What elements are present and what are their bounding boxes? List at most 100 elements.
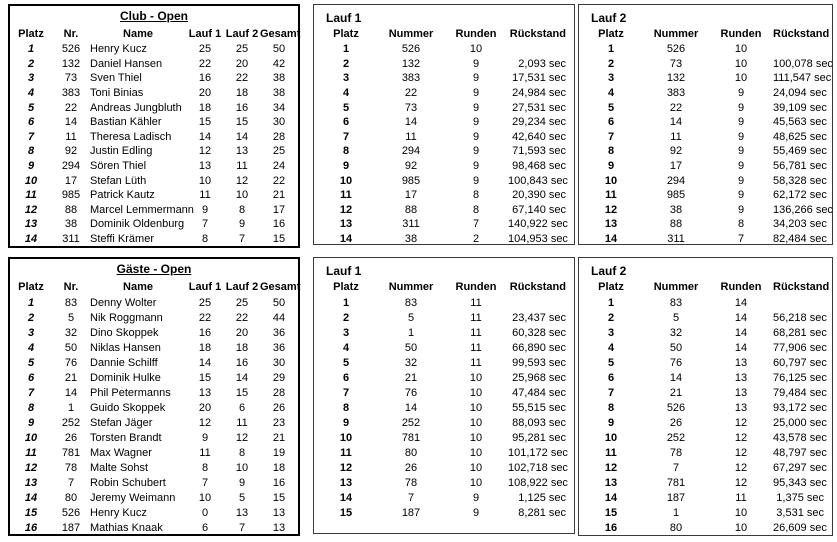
cell: 10 — [604, 174, 618, 187]
cell: 3 — [342, 326, 350, 339]
cell: 0 — [201, 506, 209, 519]
gaeste-lauf2-table: Lauf 2 Platz Nummer Runden Rückstand 1 83… — [578, 257, 833, 536]
cell: 8 — [238, 203, 246, 216]
cell: 13 — [339, 218, 353, 231]
cell: 16 — [24, 521, 38, 534]
table-row: 10 26 Torsten Brandt 9 12 21 — [10, 430, 298, 445]
cell: 15 — [339, 506, 353, 519]
column-header-rueckstand: Rückstand — [509, 28, 566, 40]
cell: 4 — [342, 341, 350, 354]
cell: 77,906 sec — [773, 341, 827, 354]
table-row: 8 294 9 71,593 sec — [314, 144, 574, 159]
cell: 10 — [734, 521, 748, 534]
cell: 15 — [235, 116, 249, 129]
cell: 26 — [272, 401, 286, 414]
table-row: 10 252 12 43,578 sec — [579, 430, 832, 445]
cell: Torsten Brandt — [90, 431, 162, 444]
cell: 6 — [607, 116, 615, 129]
table-header-row: Platz Nr. Name Lauf 1 Lauf 2 Gesamt — [10, 26, 300, 42]
cell: 7 — [27, 130, 35, 143]
cell: 21 — [404, 371, 418, 384]
cell: 17 — [64, 174, 78, 187]
cell: 4 — [607, 341, 615, 354]
cell: 5 — [27, 101, 35, 114]
cell: 88 — [64, 203, 78, 216]
cell: Stefan Jäger — [90, 416, 153, 429]
cell: 25 — [198, 43, 212, 56]
table-row: 1 526 10 — [314, 42, 574, 57]
table-row: 10 985 9 100,843 sec — [314, 173, 574, 188]
cell: 2 — [27, 57, 35, 70]
cell: 88 — [404, 203, 418, 216]
cell: 32 — [404, 356, 418, 369]
table-row: 15 187 9 8,281 sec — [314, 505, 574, 520]
cell: 1,375 sec — [776, 491, 824, 504]
cell: 7 — [607, 386, 615, 399]
cell: 1 — [607, 43, 615, 56]
table-row: 5 22 Andreas Jungbluth 18 16 34 — [10, 100, 298, 115]
table-row: 13 88 8 34,203 sec — [579, 217, 832, 232]
column-header-runden: Runden — [455, 28, 497, 40]
cell: 78 — [669, 446, 683, 459]
cell: 5 — [607, 101, 615, 114]
cell: 55,515 sec — [512, 401, 566, 414]
cell: 2,093 sec — [518, 57, 566, 70]
cell: 10 — [198, 174, 212, 187]
cell: 24,094 sec — [773, 87, 827, 100]
cell: Theresa Ladisch — [90, 130, 172, 143]
cell: 3 — [607, 326, 615, 339]
table-header-row: Platz Nummer Runden Rückstand — [314, 279, 574, 295]
table-row: 11 17 8 20,390 sec — [314, 188, 574, 203]
cell: Niklas Hansen — [90, 341, 161, 354]
cell: 10 — [469, 43, 483, 56]
cell: 1 — [607, 296, 615, 309]
table-row: 4 383 9 24,094 sec — [579, 86, 832, 101]
cell: 15 — [272, 233, 286, 246]
cell: 6 — [342, 371, 350, 384]
column-header-rueckstand: Rückstand — [509, 281, 566, 293]
cell: 985 — [401, 174, 421, 187]
cell: 92 — [404, 160, 418, 173]
cell: 38 — [404, 233, 418, 246]
table-row: 14 7 9 1,125 sec — [314, 490, 574, 505]
cell: 3 — [27, 72, 35, 85]
cell: 252 — [61, 416, 81, 429]
cell: 311 — [667, 233, 685, 246]
cell: 383 — [401, 72, 421, 85]
cell: 28 — [272, 386, 286, 399]
cell: 10 — [235, 189, 249, 202]
table-title: Lauf 2 — [591, 264, 627, 278]
table-row: 8 92 9 55,469 sec — [579, 144, 832, 159]
cell: 20 — [198, 401, 212, 414]
cell: 22 — [669, 101, 683, 114]
table-row: 3 1 11 60,328 sec — [314, 325, 574, 340]
cell: 100,078 sec — [773, 57, 833, 70]
column-header-nr: Nr. — [63, 28, 79, 40]
cell: 80 — [669, 521, 683, 534]
cell: Denny Wolter — [90, 296, 157, 309]
cell: 11 — [340, 189, 352, 202]
cell: 28 — [272, 130, 286, 143]
cell: 9 — [737, 87, 745, 100]
column-header-nummer: Nummer — [388, 28, 434, 40]
cell: 8 — [201, 461, 209, 474]
cell: 14 — [235, 371, 249, 384]
cell: 92 — [669, 145, 683, 158]
cell: 30 — [272, 116, 286, 129]
cell: 22 — [198, 57, 212, 70]
cell: 9 — [472, 101, 480, 114]
table-row: 4 50 11 66,890 sec — [314, 340, 574, 355]
cell: 13 — [734, 371, 748, 384]
table-row: 10 17 Stefan Lüth 10 12 22 — [10, 173, 298, 188]
cell: 18 — [235, 87, 249, 100]
cell: 67,297 sec — [773, 461, 827, 474]
cell: 11 — [199, 446, 211, 459]
cell: 11 — [405, 130, 417, 143]
cell: 22 — [404, 87, 418, 100]
cell: 8 — [238, 446, 246, 459]
cell: Dannie Schilff — [90, 356, 158, 369]
cell: 15 — [604, 506, 618, 519]
cell: 56,781 sec — [773, 160, 827, 173]
cell: 14 — [669, 371, 683, 384]
cell: 311 — [62, 233, 80, 246]
